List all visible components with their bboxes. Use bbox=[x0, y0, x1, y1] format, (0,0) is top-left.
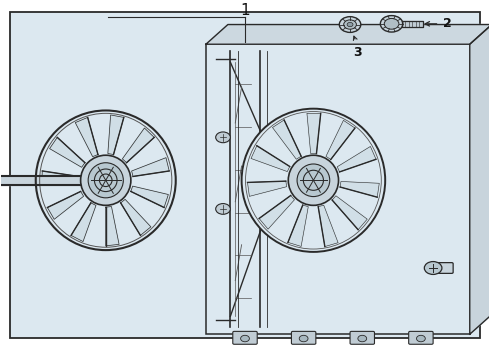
Circle shape bbox=[299, 335, 308, 342]
Polygon shape bbox=[49, 138, 85, 167]
Polygon shape bbox=[318, 205, 338, 247]
Polygon shape bbox=[272, 120, 301, 159]
Polygon shape bbox=[470, 24, 490, 334]
Polygon shape bbox=[71, 203, 96, 242]
FancyBboxPatch shape bbox=[350, 331, 374, 344]
Polygon shape bbox=[75, 117, 98, 157]
Polygon shape bbox=[251, 146, 290, 172]
Circle shape bbox=[358, 335, 367, 342]
FancyBboxPatch shape bbox=[274, 212, 352, 227]
FancyBboxPatch shape bbox=[10, 12, 480, 338]
Polygon shape bbox=[108, 115, 124, 154]
Circle shape bbox=[241, 335, 249, 342]
FancyBboxPatch shape bbox=[233, 331, 257, 344]
Polygon shape bbox=[288, 205, 308, 247]
Circle shape bbox=[216, 132, 230, 143]
Circle shape bbox=[343, 20, 356, 29]
Circle shape bbox=[347, 22, 353, 27]
Circle shape bbox=[339, 17, 361, 32]
Polygon shape bbox=[42, 171, 78, 185]
Ellipse shape bbox=[88, 163, 123, 198]
Text: 3: 3 bbox=[353, 46, 362, 59]
FancyBboxPatch shape bbox=[292, 331, 316, 344]
Polygon shape bbox=[326, 120, 355, 159]
Polygon shape bbox=[402, 21, 423, 27]
FancyBboxPatch shape bbox=[432, 263, 453, 273]
Polygon shape bbox=[337, 147, 376, 172]
Polygon shape bbox=[340, 181, 379, 197]
Polygon shape bbox=[332, 196, 367, 230]
Ellipse shape bbox=[242, 109, 385, 252]
Circle shape bbox=[384, 18, 399, 29]
Ellipse shape bbox=[81, 155, 131, 205]
Polygon shape bbox=[206, 24, 490, 44]
Polygon shape bbox=[106, 207, 119, 246]
Ellipse shape bbox=[297, 164, 330, 197]
FancyBboxPatch shape bbox=[206, 44, 470, 334]
Circle shape bbox=[424, 262, 442, 274]
Circle shape bbox=[380, 15, 403, 32]
Circle shape bbox=[216, 203, 230, 214]
Polygon shape bbox=[131, 186, 169, 207]
Ellipse shape bbox=[95, 169, 117, 192]
Ellipse shape bbox=[303, 170, 323, 190]
FancyBboxPatch shape bbox=[409, 331, 433, 344]
Polygon shape bbox=[259, 195, 294, 229]
Ellipse shape bbox=[288, 155, 339, 205]
Polygon shape bbox=[48, 192, 84, 219]
Polygon shape bbox=[121, 199, 151, 235]
Polygon shape bbox=[307, 113, 321, 154]
Text: 1: 1 bbox=[240, 3, 250, 18]
Polygon shape bbox=[122, 128, 154, 163]
Circle shape bbox=[416, 335, 425, 342]
Polygon shape bbox=[132, 158, 169, 176]
Text: 2: 2 bbox=[443, 17, 452, 30]
Polygon shape bbox=[247, 181, 287, 196]
Ellipse shape bbox=[99, 174, 112, 186]
